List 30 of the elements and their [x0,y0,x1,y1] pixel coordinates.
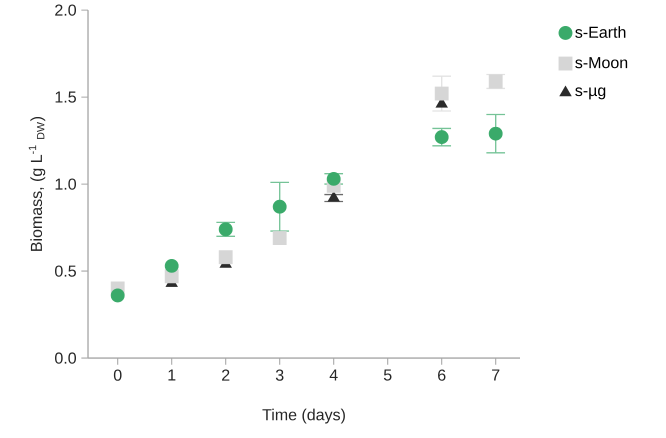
x-tick-label: 3 [276,369,284,381]
legend-label: s-µg [575,87,606,100]
x-tick-label: 2 [222,369,230,381]
x-tick-label: 0 [114,369,122,381]
y-tick-label: 1.5 [56,91,76,103]
y-tick-label: 0.0 [55,352,76,364]
point [328,191,340,202]
point [164,258,179,273]
point [218,222,233,236]
point [326,172,341,186]
point [434,86,449,101]
point [272,231,287,245]
x-tick-label: 1 [168,369,176,380]
y-tick-label: 1.0 [56,178,76,190]
x-tick-label: 6 [438,369,446,381]
x-tick-label: 7 [492,369,500,380]
legend-label: s-Moon [575,57,628,68]
point [218,250,233,264]
point [488,74,503,88]
point [110,288,125,302]
y-tick-label: 2.0 [55,4,76,16]
x-tick-label: 4 [330,369,338,380]
x-axis-title: Time (days) [262,408,345,424]
legend-label: s-Earth [575,26,626,38]
point [434,130,449,144]
y-tick-label: 0.5 [55,265,76,277]
x-tick-label: 5 [384,369,392,381]
point [272,200,287,214]
y-axis-title: Biomass, (g L$^{-1}$ $_{DW}$) [28,116,46,251]
point [488,126,503,141]
